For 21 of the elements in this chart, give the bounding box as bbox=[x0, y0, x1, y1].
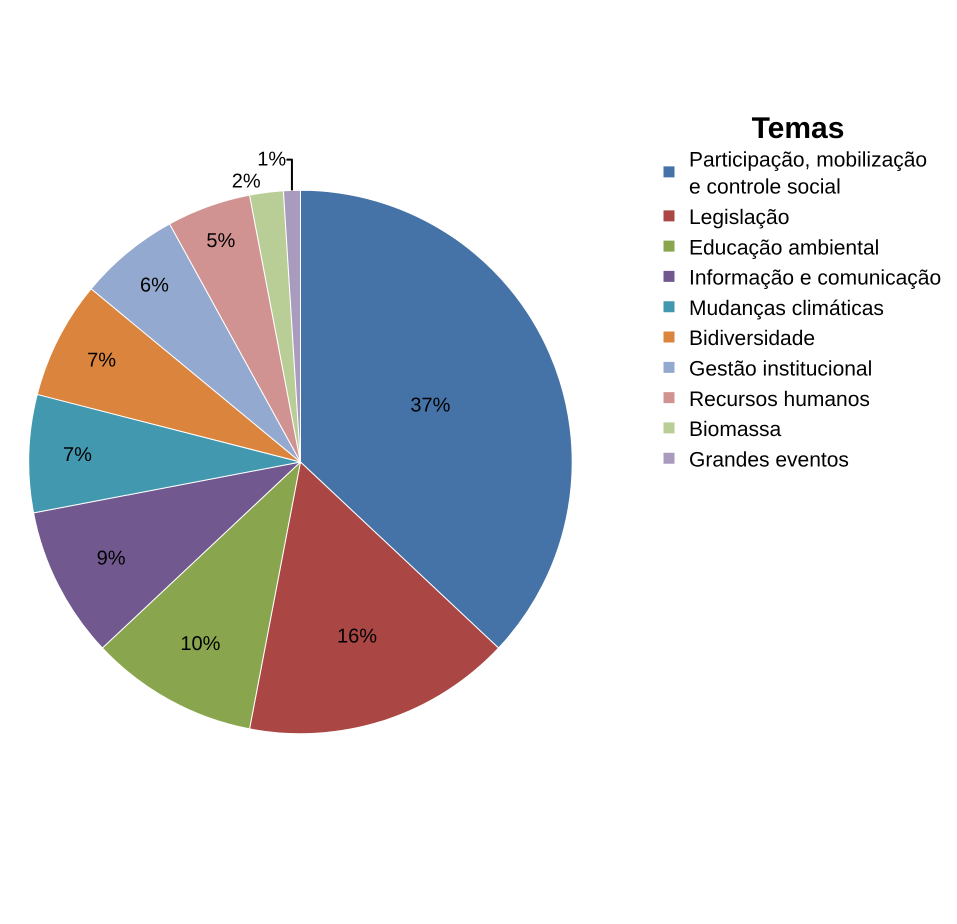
legend-label: Recursos humanos bbox=[689, 388, 870, 411]
data-label: 7% bbox=[87, 350, 116, 372]
legend-label: Participação, mobilização e controle social bbox=[689, 148, 928, 199]
data-label: 37% bbox=[410, 394, 451, 417]
legend-label: Informação e comunicação bbox=[689, 266, 942, 290]
legend-label: Grandes eventos bbox=[689, 448, 849, 472]
legend-label: Educação ambiental bbox=[689, 236, 880, 260]
data-label: 1% bbox=[257, 148, 286, 171]
data-label: 10% bbox=[180, 632, 221, 655]
legend-label: Biomassa bbox=[689, 418, 782, 442]
data-label: 6% bbox=[140, 274, 170, 297]
data-label: 16% bbox=[337, 625, 378, 648]
data-label: 2% bbox=[232, 170, 261, 193]
legend-label: Gestão institucional bbox=[689, 358, 872, 381]
data-label: 7% bbox=[62, 444, 92, 466]
data-label: 5% bbox=[206, 230, 236, 252]
data-label: 9% bbox=[96, 547, 126, 570]
legend-label: Legislação bbox=[689, 206, 790, 230]
legend-title: Temas bbox=[752, 112, 844, 146]
legend-label: Mudanças climáticas bbox=[689, 296, 884, 320]
legend-label: Bidiversidade bbox=[689, 327, 816, 350]
